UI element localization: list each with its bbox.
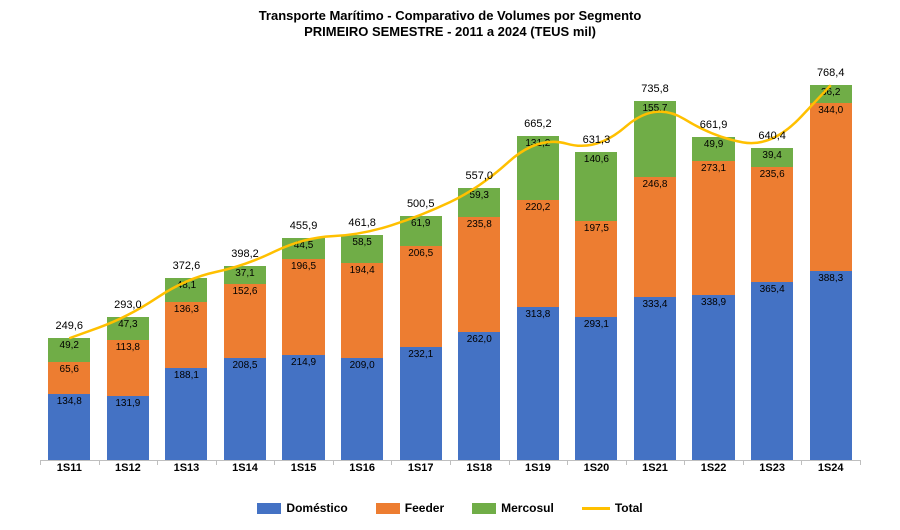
- bar-segment-mercosul: [400, 216, 442, 246]
- bar-segment-doméstico: [751, 282, 793, 460]
- legend: Doméstico Feeder Mercosul Total: [0, 500, 900, 515]
- x-tick: [860, 460, 861, 465]
- bar-segment-mercosul: [751, 148, 793, 167]
- bar-segment-feeder: [575, 221, 617, 317]
- bar-segment-mercosul: [224, 266, 266, 284]
- bar-segment-feeder: [165, 302, 207, 368]
- bar-segment-feeder: [341, 263, 383, 358]
- bar-segment-doméstico: [282, 355, 324, 460]
- bar-segment-doméstico: [458, 332, 500, 460]
- legend-item-feeder: Feeder: [376, 500, 444, 515]
- bar-segment-mercosul: [107, 317, 149, 340]
- legend-label: Feeder: [405, 501, 444, 515]
- bar-segment-doméstico: [810, 271, 852, 460]
- x-axis-label: 1S16: [349, 462, 375, 474]
- x-axis-label: 1S17: [408, 462, 434, 474]
- legend-label: Doméstico: [286, 501, 347, 515]
- bar-segment-mercosul: [517, 136, 559, 200]
- legend-label: Total: [615, 501, 643, 515]
- bar-segment-feeder: [458, 217, 500, 332]
- chart-title: Transporte Marítimo - Comparativo de Vol…: [0, 0, 900, 39]
- bar-segment-doméstico: [107, 396, 149, 460]
- x-axis-label: 1S22: [701, 462, 727, 474]
- bar-segment-mercosul: [692, 137, 734, 161]
- bar-segment-doméstico: [517, 307, 559, 460]
- legend-swatch: [376, 503, 400, 514]
- bar-segment-feeder: [634, 177, 676, 297]
- chart-container: Transporte Marítimo - Comparativo de Vol…: [0, 0, 900, 530]
- title-line2: PRIMEIRO SEMESTRE - 2011 a 2024 (TEUS mi…: [0, 24, 900, 40]
- bar-segment-mercosul: [634, 101, 676, 177]
- bars-layer: 134,865,649,2131,9113,847,3188,1136,348,…: [40, 60, 860, 460]
- x-axis-label: 1S14: [232, 462, 258, 474]
- bar-segment-doméstico: [575, 317, 617, 460]
- bar-segment-feeder: [224, 284, 266, 358]
- legend-line-swatch: [582, 507, 610, 510]
- bar-segment-feeder: [282, 259, 324, 355]
- bar-segment-mercosul: [341, 235, 383, 264]
- x-axis-labels: 1S11 1S12 1S13 1S14 1S15 1S16 1S17 1S18 1S19 1S20…: [40, 462, 860, 482]
- x-axis-label: 1S15: [291, 462, 317, 474]
- bar-segment-feeder: [48, 362, 90, 394]
- bar-segment-doméstico: [634, 297, 676, 460]
- bar-segment-mercosul: [282, 238, 324, 260]
- legend-label: Mercosul: [501, 501, 554, 515]
- bar-segment-doméstico: [48, 394, 90, 460]
- x-axis-label: 1S21: [642, 462, 668, 474]
- legend-swatch: [257, 503, 281, 514]
- bar-segment-doméstico: [692, 295, 734, 460]
- bar-segment-feeder: [751, 167, 793, 282]
- bar-segment-doméstico: [165, 368, 207, 460]
- x-axis-label: 1S13: [174, 462, 200, 474]
- x-axis-label: 1S12: [115, 462, 141, 474]
- bar-segment-mercosul: [48, 338, 90, 362]
- x-axis-label: 1S23: [759, 462, 785, 474]
- legend-swatch: [472, 503, 496, 514]
- x-axis-label: 1S18: [466, 462, 492, 474]
- x-axis-label: 1S24: [818, 462, 844, 474]
- bar-segment-feeder: [517, 200, 559, 307]
- bar-segment-feeder: [810, 103, 852, 271]
- x-axis-label: 1S11: [57, 462, 82, 474]
- bar-segment-mercosul: [458, 188, 500, 217]
- bar-segment-mercosul: [810, 85, 852, 103]
- bar-segment-doméstico: [224, 358, 266, 460]
- bar-segment-mercosul: [575, 152, 617, 221]
- plot-area: 134,865,649,2131,9113,847,3188,1136,348,…: [40, 60, 860, 460]
- x-axis-label: 1S20: [584, 462, 610, 474]
- bar-segment-feeder: [692, 161, 734, 294]
- bar-segment-doméstico: [341, 358, 383, 460]
- bar-segment-feeder: [400, 246, 442, 347]
- legend-item-total: Total: [582, 500, 643, 515]
- legend-item-mercosul: Mercosul: [472, 500, 554, 515]
- bar-segment-doméstico: [400, 347, 442, 460]
- title-line1: Transporte Marítimo - Comparativo de Vol…: [0, 8, 900, 24]
- bar-segment-mercosul: [165, 278, 207, 301]
- legend-item-doméstico: Doméstico: [257, 500, 347, 515]
- x-axis-label: 1S19: [525, 462, 551, 474]
- bar-segment-feeder: [107, 340, 149, 396]
